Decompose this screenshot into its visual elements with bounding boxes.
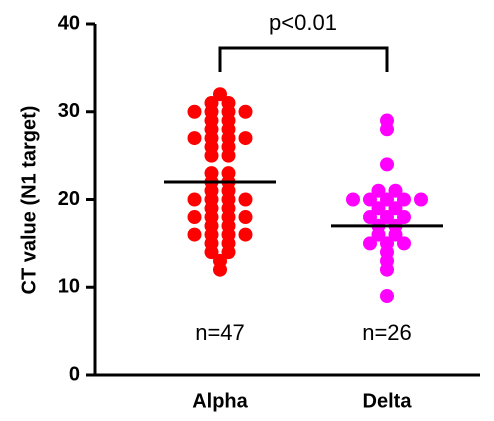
significance-bracket [218,46,389,72]
data-point [204,245,219,260]
data-point [380,122,394,137]
n-label: n=26 [362,320,412,345]
data-point [363,210,377,225]
data-point [371,227,386,242]
data-point [346,192,360,207]
data-point [380,262,394,277]
data-point [187,104,202,119]
n-label: n=47 [195,320,245,345]
y-tick-label: 40 [58,12,80,34]
data-point [204,148,219,163]
data-point [238,210,253,225]
data-point [363,192,377,207]
y-axis-label: CT value (N1 target) [18,106,40,295]
p-value: p<0.01 [269,10,337,35]
x-tick-label: Alpha [192,390,248,412]
data-point [187,192,202,207]
y-tick-label: 0 [69,363,80,385]
data-point [380,210,394,225]
data-point [238,192,253,207]
data-point [388,201,403,216]
data-point [213,87,227,102]
data-point [213,262,227,277]
data-point [397,236,411,251]
data-point [238,227,253,242]
data-point [380,192,394,207]
data-point [187,210,202,225]
data-point [371,183,386,198]
data-point [388,183,403,198]
y-tick-label: 20 [58,188,80,210]
data-point [238,104,253,119]
data-point [414,192,428,207]
data-point [221,245,236,260]
y-tick-label: 30 [58,100,80,122]
data-point [221,148,236,163]
data-point [397,192,411,207]
data-point [380,289,394,304]
data-point [371,201,386,216]
x-tick-label: Delta [363,390,413,412]
data-point [363,236,377,251]
data-point [238,131,253,146]
data-point [187,227,202,242]
data-point [380,157,394,172]
y-tick-label: 10 [58,276,80,298]
data-point [187,131,202,146]
data-point [397,210,411,225]
data-point [388,227,403,242]
